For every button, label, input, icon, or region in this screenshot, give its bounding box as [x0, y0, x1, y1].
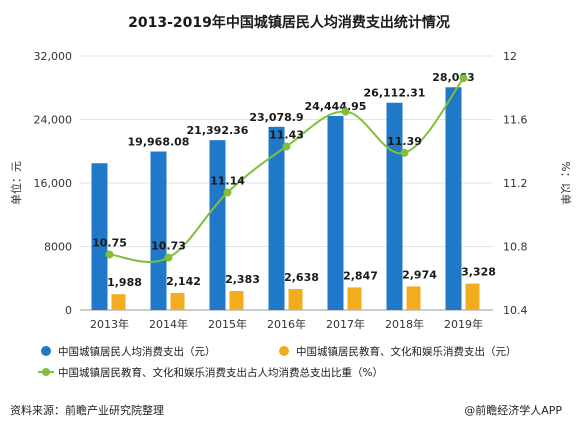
- legend-label-ratio: 中国城镇居民教育、文化和娱乐消费支出占人均消费总支出比重（%）: [58, 366, 383, 379]
- ratio-point: [282, 142, 291, 151]
- y2-axis-title: %：以单: [559, 161, 572, 204]
- ratio-point: [105, 250, 114, 259]
- y-tick-label: 24,000: [34, 114, 73, 127]
- bar-consumption: [327, 115, 344, 311]
- bar-education-label: 1,988: [107, 276, 142, 289]
- legend-swatch-ratio-dot: [42, 368, 50, 376]
- ratio-label: 10.75: [92, 236, 127, 249]
- ratio-label: 11.43: [269, 128, 304, 141]
- y-tick-label: 32,000: [34, 50, 73, 63]
- chart-title: 2013-2019年中国城镇居民人均消费支出统计情况: [128, 15, 450, 31]
- y-axis-title: 单位：元: [9, 161, 23, 205]
- bar-education-label: 2,142: [166, 275, 201, 288]
- legend-swatch-education: [279, 346, 289, 356]
- bar-education: [465, 283, 480, 310]
- ratio-point: [341, 107, 350, 116]
- bar-consumption-label: 24,444.95: [305, 100, 367, 113]
- bar-consumption: [445, 87, 462, 310]
- ratio-point: [400, 148, 409, 157]
- y-tick-label: 0: [65, 304, 72, 317]
- ratio-point: [223, 188, 232, 197]
- bar-education: [406, 286, 421, 310]
- bar-education-label: 2,383: [225, 273, 260, 286]
- y2-tick-label: 11.6: [503, 114, 528, 127]
- ratio-label: 11.39: [387, 135, 422, 148]
- ratio-label: 11.14: [210, 175, 245, 188]
- y2-tick-label: 10.4: [503, 304, 528, 317]
- y-tick-label: 8000: [44, 241, 72, 254]
- source-note: 资料来源：前瞻产业研究院整理: [10, 404, 164, 417]
- x-tick-label: 2016年: [267, 317, 306, 331]
- bar-consumption-label: 28,063: [432, 71, 474, 84]
- bar-consumption-label: 19,968.08: [128, 136, 190, 149]
- bar-consumption: [150, 151, 167, 310]
- bar-consumption-label: 23,078.9: [249, 111, 303, 124]
- legend-swatch-consumption: [41, 346, 51, 356]
- ratio-point: [459, 74, 468, 83]
- bar-education-label: 2,847: [343, 269, 378, 282]
- x-tick-label: 2014年: [149, 317, 188, 331]
- x-tick-label: 2018年: [385, 317, 424, 331]
- bar-consumption: [209, 140, 226, 310]
- bar-education: [170, 292, 185, 310]
- bar-education-label: 2,638: [284, 271, 319, 284]
- bar-education: [288, 289, 303, 310]
- bar-consumption: [268, 126, 285, 310]
- brand-note: @前瞻经济学人APP: [464, 404, 562, 417]
- bar-consumption: [386, 102, 403, 310]
- x-tick-label: 2013年: [90, 317, 129, 331]
- bar-consumption-label: 26,112.31: [364, 87, 426, 100]
- ratio-point: [164, 253, 173, 262]
- bar-consumption-label: 21,392.36: [187, 124, 249, 137]
- legend-label-consumption: 中国城镇居民人均消费支出（元）: [58, 345, 216, 358]
- bar-education: [347, 287, 362, 310]
- y-tick-label: 16,000: [34, 177, 73, 190]
- bar-education-label: 3,328: [461, 266, 496, 279]
- y2-tick-label: 10.8: [503, 241, 528, 254]
- y2-tick-label: 11.2: [503, 177, 528, 190]
- bar-education: [229, 291, 244, 310]
- y2-tick-label: 12: [503, 50, 517, 63]
- ratio-label: 10.73: [151, 240, 186, 253]
- x-tick-label: 2015年: [208, 317, 247, 331]
- bar-education: [111, 294, 126, 310]
- x-tick-label: 2017年: [326, 317, 365, 331]
- legend-label-education: 中国城镇居民教育、文化和娱乐消费支出（元）: [296, 345, 517, 358]
- bar-education-label: 2,974: [402, 268, 437, 281]
- bar-consumption: [91, 163, 108, 310]
- x-tick-label: 2019年: [444, 317, 483, 331]
